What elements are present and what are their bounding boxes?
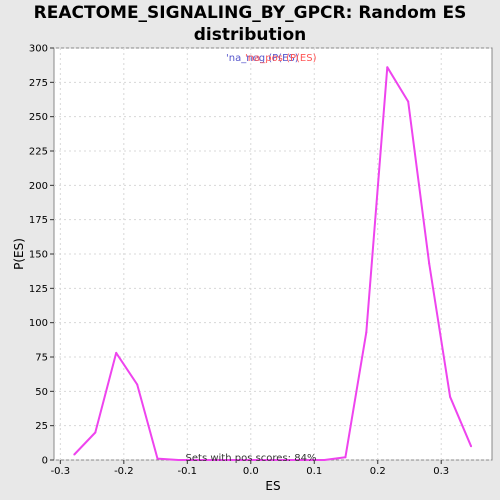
data-point (303, 459, 306, 461)
chart-title-line1: REACTOME_SIGNALING_BY_GPCR: Random ES (33, 3, 467, 23)
data-point (94, 431, 97, 434)
y-tick-label: 300 (29, 44, 48, 55)
data-point (428, 262, 431, 265)
y-tick-label: 0 (42, 456, 48, 467)
y-tick-label: 75 (35, 353, 48, 364)
data-point (156, 457, 159, 460)
data-point (219, 459, 222, 461)
x-tick-label: 0.1 (306, 466, 322, 477)
y-tick-label: 100 (29, 318, 48, 329)
chart-title-line2: distribution (193, 25, 307, 45)
data-point (344, 456, 347, 459)
x-tick-label: -0.1 (178, 466, 198, 477)
data-point (73, 453, 76, 456)
data-point (198, 459, 201, 461)
data-point (470, 445, 473, 448)
data-point (386, 66, 389, 69)
series-group (73, 66, 473, 461)
legend: 'na_neg (P(ES) 'na_pos (P(ES) (226, 53, 317, 64)
y-tick-label: 225 (29, 147, 48, 158)
x-tick-label: -0.2 (114, 466, 134, 477)
x-tick-label: 0.0 (243, 466, 259, 477)
data-point (365, 331, 368, 334)
y-tick-label: 150 (29, 250, 48, 261)
y-tick-label: 50 (35, 387, 48, 398)
y-tick-label: 275 (29, 78, 48, 89)
y-tick-label: 175 (29, 215, 48, 226)
grid (54, 47, 492, 461)
chart-title: REACTOME_SIGNALING_BY_GPCR: Random ES di… (0, 2, 500, 46)
data-point (136, 383, 139, 386)
x-tick-label: 0.3 (433, 466, 449, 477)
x-tick-label: -0.3 (51, 466, 71, 477)
data-point (177, 459, 180, 461)
y-tick-label: 125 (29, 284, 48, 295)
x-tick-label: 0.2 (370, 466, 386, 477)
y-tick-label: 25 (35, 421, 48, 432)
data-point (282, 459, 285, 461)
axes: 0 25 50 75 100 125 150 175 200 225 250 275 300 -0.3 -0… (29, 44, 449, 478)
data-point (240, 459, 243, 461)
y-tick-label: 250 (29, 112, 48, 123)
data-point (261, 459, 264, 461)
x-axis-label: ES (265, 479, 280, 493)
legend-entry-na-neg: 'na_neg (P(ES) (226, 53, 299, 64)
legend-entry-na-pos: 'na_pos (P(ES) (245, 53, 317, 64)
y-axis-label: P(ES) (12, 238, 26, 270)
data-point (407, 100, 410, 103)
pos-scores-annotation: Sets with pos scores: 84% (186, 453, 317, 464)
y-tick-label: 200 (29, 181, 48, 192)
data-point (115, 351, 118, 354)
series-line (73, 66, 473, 461)
data-point (323, 459, 326, 461)
data-point (449, 395, 452, 398)
